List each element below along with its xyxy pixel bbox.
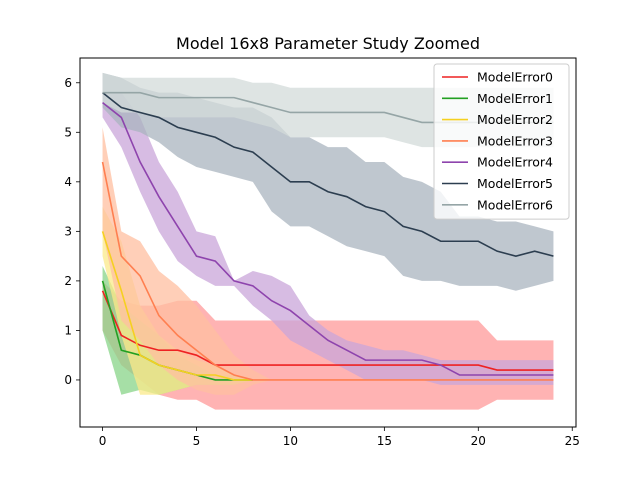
y-tick-label: 6 (64, 76, 72, 90)
y-tick-label: 4 (64, 175, 72, 189)
legend-label: ModelError1 (477, 91, 553, 106)
y-tick-label: 5 (64, 125, 72, 139)
y-tick-label: 2 (64, 274, 72, 288)
band-modelerror5 (102, 72, 554, 291)
legend-label: ModelError0 (477, 70, 553, 85)
x-tick-label: 15 (377, 434, 392, 448)
legend-label: ModelError3 (477, 133, 553, 148)
band-modelerror2 (102, 206, 253, 395)
x-tick-label: 20 (471, 434, 486, 448)
y-tick-label: 1 (64, 323, 72, 337)
line-modelerror3 (101, 161, 554, 381)
legend-box (433, 63, 570, 220)
chart-title: Model 16x8 Parameter Study Zoomed (176, 34, 480, 53)
x-axis-ticks: 0 5 10 15 20 25 (99, 427, 580, 448)
legend: ModelError0 ModelError1 ModelError2 ModelEr… (433, 63, 570, 220)
band-modelerror4 (102, 92, 554, 385)
series-lines (101, 91, 554, 381)
y-axis-ticks: 0 1 2 3 4 5 6 (64, 76, 80, 387)
confidence-bands (102, 72, 554, 410)
x-tick-label: 25 (565, 434, 580, 448)
legend-label: ModelError2 (477, 112, 553, 127)
legend-label: ModelError4 (477, 155, 553, 170)
axes-frame (79, 57, 577, 428)
legend-label: ModelError5 (477, 176, 553, 191)
x-tick-label: 10 (283, 434, 298, 448)
y-tick-label: 3 (64, 224, 72, 238)
legend-label: ModelError6 (477, 197, 553, 212)
x-tick-label: 5 (193, 434, 201, 448)
line-modelerror4 (102, 101, 554, 376)
x-tick-label: 0 (99, 434, 107, 448)
y-tick-label: 0 (64, 373, 72, 387)
line-modelerror5 (102, 92, 554, 257)
line-modelerror0 (101, 290, 554, 371)
line-modelerror2 (101, 231, 253, 381)
